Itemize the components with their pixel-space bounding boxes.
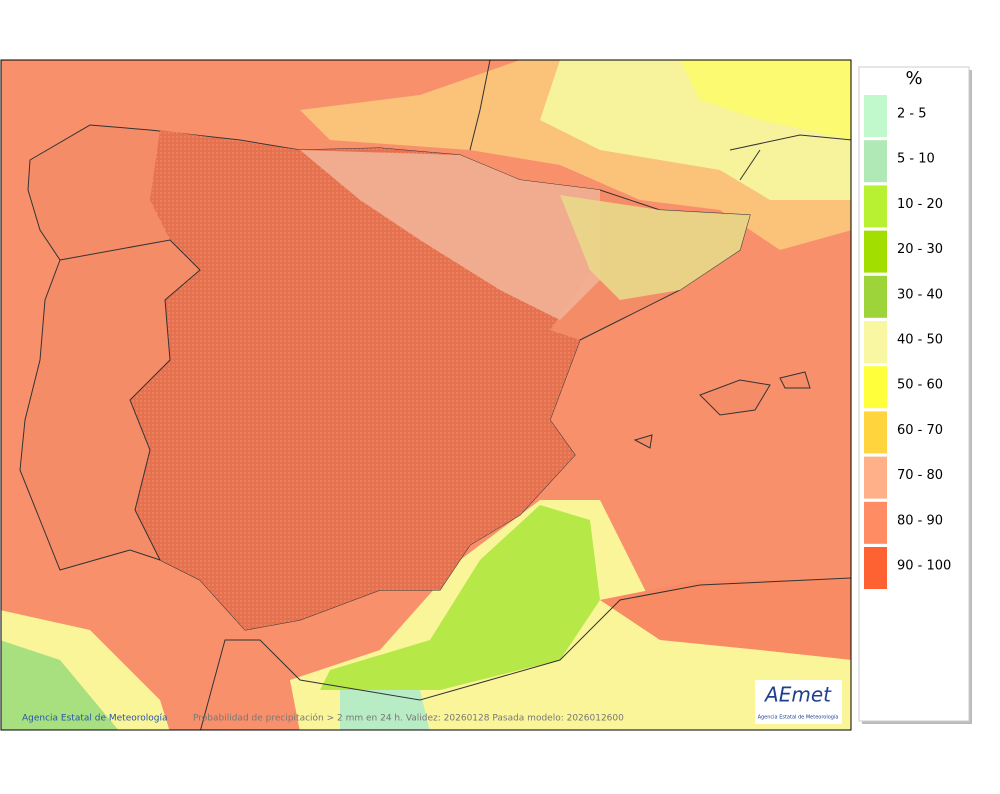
- legend-label: 50 - 60: [897, 378, 943, 393]
- legend-swatch: [864, 366, 887, 409]
- legend-label: 30 - 40: [897, 287, 943, 302]
- legend-swatch: [864, 230, 887, 273]
- legend-title: %: [905, 68, 922, 89]
- field-5: [340, 690, 430, 730]
- legend-label: 40 - 50: [897, 333, 943, 348]
- field-50: [680, 60, 851, 140]
- logo-subtitle: Agencia Estatal de Meteorología: [758, 714, 839, 721]
- field-70: [300, 150, 600, 320]
- coast-africa: [200, 577, 851, 730]
- legend-swatch: [864, 456, 887, 499]
- legend-swatch: [864, 547, 887, 589]
- legend-swatch: [864, 275, 887, 318]
- legend-swatch: [864, 140, 887, 183]
- legend-swatch: [864, 95, 887, 137]
- legend-label: 80 - 90: [897, 513, 943, 528]
- legend-label: 70 - 80: [897, 468, 943, 483]
- logo: AEmet: [763, 683, 832, 707]
- legend-label: 90 - 100: [897, 559, 951, 574]
- field-40-cat: [560, 195, 750, 300]
- coast-france: [469, 60, 851, 181]
- legend-swatch: [864, 501, 887, 544]
- caption: Probabilidad de precipitación > 2 mm en …: [193, 713, 624, 724]
- credit: Agencia Estatal de Meteorología: [22, 714, 168, 724]
- legend-label: 5 - 10: [897, 152, 935, 167]
- islands: [633, 371, 811, 449]
- legend-label: 10 - 20: [897, 197, 943, 212]
- legend-swatch: [864, 411, 887, 454]
- border: [59, 239, 201, 561]
- legend-swatch: [864, 185, 887, 228]
- legend-label: 60 - 70: [897, 423, 943, 438]
- map: Agencia Estatal de Meteorología Probabil…: [1, 60, 851, 730]
- map-frame: [0, 59, 852, 731]
- legend-items: 2 - 5 5 - 10 10 - 20 20 - 30 30 - 40 40 - 50 5…: [864, 95, 951, 589]
- field-10: [320, 505, 600, 690]
- field-20-west: [1, 640, 119, 730]
- legend-label: 20 - 30: [897, 242, 943, 257]
- logo-box: [755, 680, 842, 724]
- legend-swatch: [864, 321, 887, 363]
- legend-label: 2 - 5: [897, 107, 927, 122]
- field-80-africa: [600, 580, 851, 660]
